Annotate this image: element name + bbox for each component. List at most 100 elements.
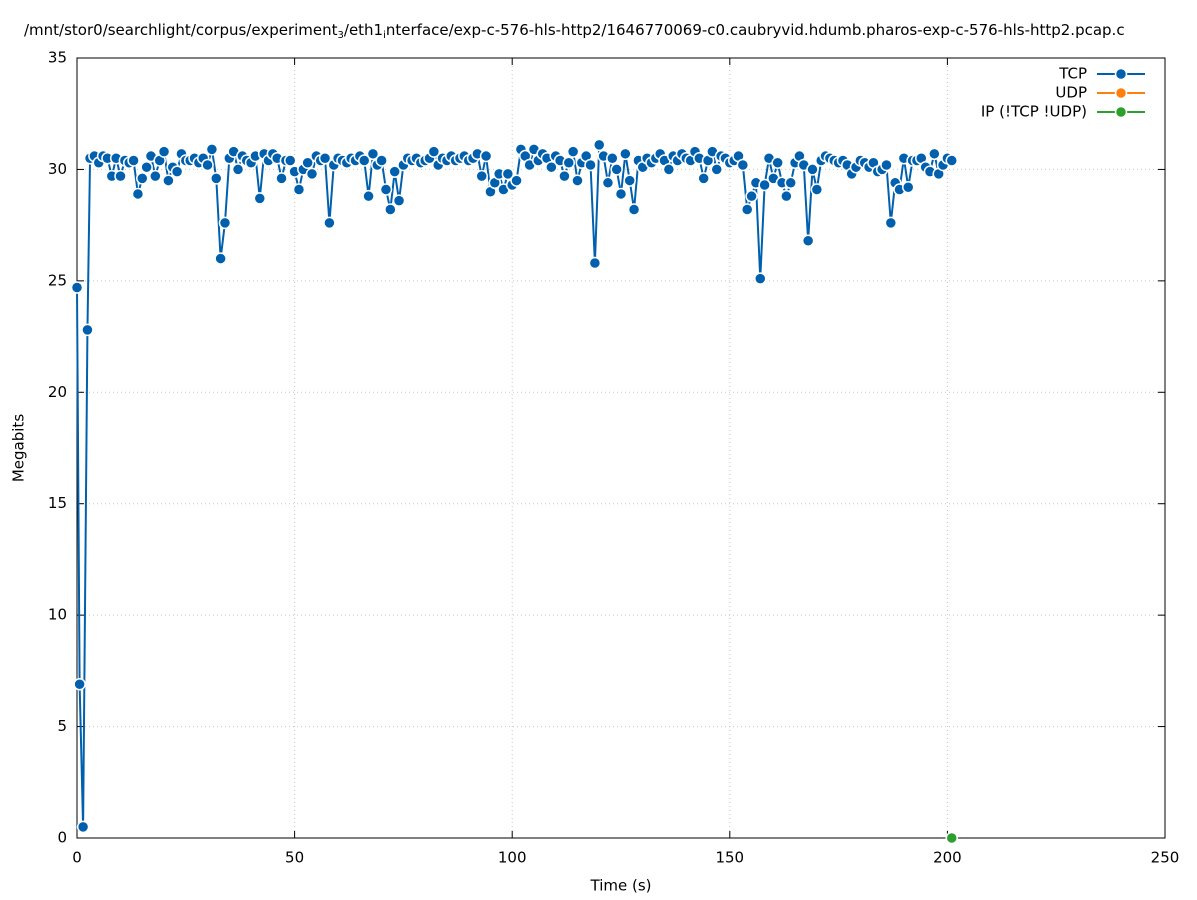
data-point bbox=[375, 154, 388, 167]
data-point bbox=[566, 145, 580, 158]
data-point bbox=[157, 145, 171, 158]
data-point bbox=[736, 158, 750, 172]
data-point bbox=[662, 163, 676, 176]
data-point bbox=[584, 158, 597, 172]
data-point bbox=[475, 169, 488, 183]
data-point bbox=[619, 147, 632, 161]
data-point bbox=[127, 154, 140, 167]
data-point bbox=[545, 160, 558, 174]
data-point bbox=[301, 156, 314, 169]
legend-label: UDP bbox=[1055, 84, 1087, 102]
title-part: nterface/exp-c-576-hls-http2/1646770069-… bbox=[386, 21, 1125, 39]
data-point bbox=[283, 154, 297, 167]
legend-label: TCP bbox=[1058, 65, 1087, 83]
x-tick-label: 50 bbox=[285, 849, 304, 867]
data-point bbox=[606, 152, 619, 165]
y-tick-label: 20 bbox=[48, 383, 67, 401]
data-point bbox=[205, 143, 219, 156]
y-tick-label: 15 bbox=[48, 494, 67, 512]
data-point bbox=[70, 281, 84, 294]
data-point bbox=[149, 169, 162, 183]
data-point bbox=[784, 176, 797, 190]
data-point bbox=[427, 145, 441, 158]
data-point bbox=[558, 169, 571, 183]
data-point bbox=[384, 203, 397, 216]
data-point bbox=[275, 172, 288, 185]
data-point bbox=[945, 831, 959, 845]
x-tick-label: 150 bbox=[715, 849, 744, 867]
data-point bbox=[901, 181, 915, 194]
data-point bbox=[392, 194, 406, 207]
data-point bbox=[562, 156, 576, 169]
chart-title: /mnt/stor0/searchlight/corpus/experiment… bbox=[24, 21, 1125, 42]
data-point bbox=[210, 172, 223, 185]
data-point bbox=[810, 183, 824, 196]
x-tick-label: 100 bbox=[498, 849, 527, 867]
x-tick-label: 250 bbox=[1151, 849, 1180, 867]
legend-marker bbox=[1114, 67, 1128, 81]
data-point bbox=[366, 147, 380, 161]
data-point bbox=[610, 163, 623, 176]
data-point bbox=[510, 174, 523, 187]
x-axis-label: Time (s) bbox=[590, 877, 652, 895]
y-tick-label: 5 bbox=[57, 717, 67, 735]
data-point bbox=[754, 272, 767, 285]
data-point bbox=[758, 178, 771, 192]
data-point bbox=[131, 187, 145, 201]
data-point bbox=[170, 165, 184, 178]
data-point bbox=[201, 158, 214, 172]
data-point bbox=[801, 234, 815, 247]
data-point bbox=[745, 189, 758, 203]
data-point bbox=[81, 323, 94, 337]
data-point bbox=[771, 156, 784, 169]
y-tick-label: 25 bbox=[48, 271, 67, 289]
data-point bbox=[292, 183, 306, 196]
data-point bbox=[884, 216, 898, 230]
data-point bbox=[780, 189, 793, 203]
y-tick-label: 35 bbox=[48, 49, 67, 67]
data-point bbox=[388, 165, 401, 178]
plot-border bbox=[76, 57, 1166, 839]
title-part: i bbox=[383, 30, 386, 41]
data-point bbox=[231, 163, 245, 176]
data-point bbox=[592, 138, 606, 152]
data-point bbox=[114, 169, 127, 183]
data-point bbox=[588, 256, 602, 270]
data-point bbox=[379, 183, 393, 196]
data-point bbox=[945, 154, 959, 167]
data-point bbox=[218, 216, 232, 230]
data-point bbox=[362, 189, 375, 203]
title-part: /eth1 bbox=[344, 21, 383, 39]
data-point bbox=[571, 174, 584, 187]
data-point bbox=[357, 154, 371, 167]
data-point bbox=[740, 203, 754, 216]
data-point bbox=[627, 203, 641, 216]
data-point bbox=[601, 176, 615, 190]
y-tick-label: 30 bbox=[48, 160, 67, 178]
data-point bbox=[162, 174, 175, 187]
y-axis-label: Megabits bbox=[10, 414, 28, 482]
data-point bbox=[214, 252, 227, 265]
data-point bbox=[928, 147, 941, 161]
data-point bbox=[697, 172, 710, 185]
data-point bbox=[140, 160, 153, 174]
legend-label: IP (!TCP !UDP) bbox=[981, 103, 1087, 121]
data-point bbox=[76, 820, 90, 834]
y-tick-label: 0 bbox=[57, 829, 67, 847]
data-point bbox=[305, 167, 319, 181]
title-part: 3 bbox=[338, 30, 344, 41]
legend-marker bbox=[1114, 105, 1128, 119]
x-tick-label: 0 bbox=[72, 849, 82, 867]
data-point bbox=[323, 216, 336, 230]
legend-marker bbox=[1114, 86, 1128, 100]
data-point bbox=[479, 149, 493, 163]
x-tick-label: 200 bbox=[933, 849, 962, 867]
data-point bbox=[253, 192, 267, 205]
series-line bbox=[76, 144, 953, 827]
data-point bbox=[880, 158, 893, 172]
y-tick-label: 10 bbox=[48, 606, 67, 624]
title-part: /mnt/stor0/searchlight/corpus/experiment bbox=[24, 21, 338, 39]
data-point bbox=[73, 677, 86, 691]
